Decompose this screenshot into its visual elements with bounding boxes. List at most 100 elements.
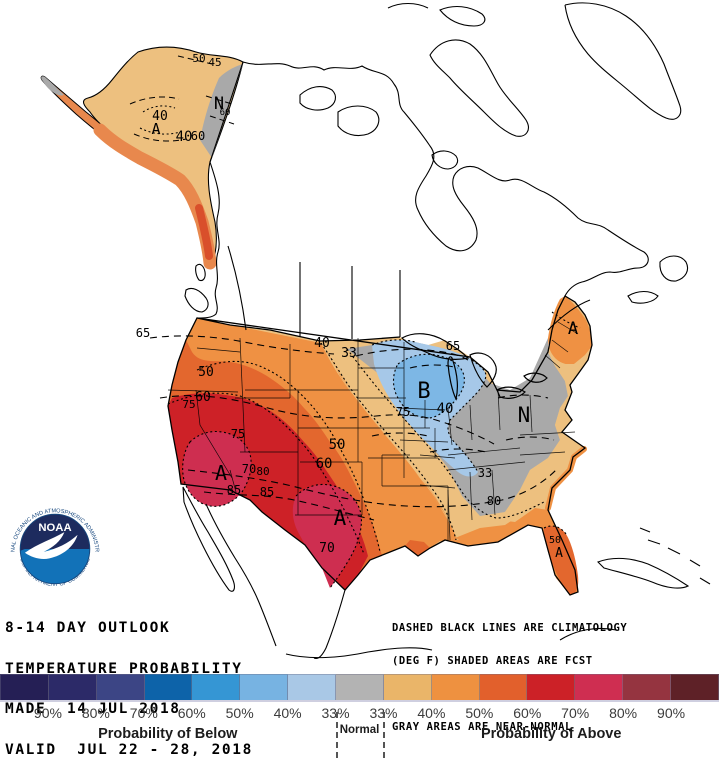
st-lawrence [547, 299, 591, 331]
mexico-east-coast [313, 589, 346, 660]
newfoundland [659, 255, 689, 282]
legend-swatch-0 [0, 674, 49, 700]
legend-swatch-8 [383, 674, 432, 700]
map-label-60-3: 60 [220, 108, 231, 118]
title-line-3: MADE 14 JUL 2018 [5, 701, 181, 717]
map-label-A-5: A [151, 120, 160, 138]
legend-swatch-6 [288, 674, 337, 700]
map-label-A-22: A [334, 506, 347, 530]
logo-noaa-text: NOAA [38, 522, 71, 534]
map-label-85-15: 85 [227, 483, 241, 497]
legend-swatch-7 [336, 674, 384, 700]
map-label-60-7: 60 [191, 129, 205, 143]
island-victoria [337, 105, 380, 137]
map-label-33-19: 33 [341, 346, 357, 361]
map-label-50-9: 50 [198, 365, 214, 380]
map-label-80-30: 80 [487, 494, 501, 508]
map-label-65-24: 65 [446, 339, 460, 353]
map-label-40-4: 40 [152, 109, 168, 124]
alaska-aleutian-gray-tip [41, 76, 64, 96]
map-label-60-10: 60 [195, 390, 211, 405]
legend-swatch-11 [527, 674, 576, 700]
above-caption: Probability of Above [480, 726, 622, 742]
map-label-70-13: 70 [242, 462, 256, 476]
mexico-south-coast [285, 647, 433, 659]
yucatan-hint [559, 627, 617, 641]
legend-tick-above-6: 90% [657, 705, 686, 721]
canada-greenland-outlines [184, 2, 689, 339]
map-label-B-25: B [417, 379, 430, 404]
legend-swatch-5 [240, 674, 289, 700]
cuba [597, 557, 690, 589]
lake-erie [496, 386, 526, 399]
bahamas-islands [639, 527, 711, 585]
legend-tick-above-5: 80% [609, 705, 638, 721]
map-label-75-26: 75 [396, 405, 410, 419]
map-label-A-17: A [215, 461, 227, 485]
legend-tick-below-1: 80% [81, 705, 110, 721]
note-line-4: GRAY AREAS ARE NEAR-NORMAL [392, 721, 572, 733]
map-label-40-27: 40 [437, 401, 454, 417]
map-label-40-18: 40 [314, 336, 330, 351]
legend-swatch-4 [192, 674, 241, 700]
note-line-2: (DEG F) SHADED AREAS ARE FCST [392, 655, 593, 667]
region-florida-50-60 [543, 526, 579, 595]
map-label-45-1: 45 [208, 56, 221, 69]
canada-arctic-coast [242, 61, 649, 297]
legend-tick-below-2: 70% [129, 705, 158, 721]
great-lakes-outlines [401, 333, 548, 401]
legend-tick-below-0: 90% [33, 705, 62, 721]
bc-coast [196, 161, 220, 319]
alaska-gray-wedge [200, 64, 243, 158]
legend-swatch-2 [96, 674, 145, 700]
map-label-N-28: N [518, 403, 531, 427]
conus-outline [167, 295, 593, 596]
probability-legend: 90% 80% 70% 60% 50% 40% 33% 33% 40% 50% 60% 70% 80% 9… [0, 674, 719, 760]
legend-tick-below-5: 40% [273, 705, 302, 721]
legend-tick-above-3: 60% [513, 705, 542, 721]
map-label-80-14: 80 [256, 465, 269, 478]
noaa-logo: NATIONAL OCEANIC AND ATMOSPHERIC ADMINIS… [8, 502, 102, 596]
map-label-50-20: 50 [329, 437, 346, 453]
map-label-33-29: 33 [478, 466, 492, 480]
region-eastcoast-tan [500, 346, 592, 522]
legend-tick-below-3: 60% [177, 705, 206, 721]
region-below-40-50 [393, 354, 465, 418]
baja-california [182, 486, 235, 592]
alaska-red-panhandle [195, 204, 213, 260]
island-baffin [429, 39, 529, 137]
seagull-icon [24, 532, 78, 559]
provincial-border-bc-ab [227, 245, 247, 331]
title-line-1: 8-14 DAY OUTLOOK [5, 620, 171, 636]
lake-huron [469, 352, 497, 388]
haida-gwaii [195, 263, 206, 282]
lake-michigan [447, 356, 458, 401]
map-label-40-6: 40 [176, 129, 193, 145]
legend-tick-above-1: 40% [417, 705, 446, 721]
map-label-75-12: 75 [231, 427, 245, 441]
probability-contours-dotted [167, 311, 581, 589]
legend-swatch-13 [623, 674, 672, 700]
vancouver-island [184, 287, 209, 313]
map-label-50-32: 50 [549, 535, 561, 546]
title-line-2: TEMPERATURE PROBABILITY [5, 660, 243, 677]
island-southampton [431, 150, 459, 170]
normal-left-dashed-line [335, 712, 338, 758]
normal-right-dashed-line [383, 712, 386, 758]
map-label-A-33: A [555, 546, 563, 561]
region-above-70-80-southwest [182, 431, 252, 507]
region-above-70-80-texas [292, 484, 362, 588]
region-new-england-orange [548, 296, 592, 365]
map-label-A-31: A [568, 319, 578, 339]
title-line-4: VALID JUL 22 - 28, 2018 [5, 741, 253, 758]
map-label-N-2: N [214, 94, 224, 114]
map-label-50-0: 50 [192, 52, 205, 65]
legend-swatch-12 [575, 674, 624, 700]
mexico-caribbean-outlines [182, 486, 711, 660]
map-label-85-16: 85 [260, 485, 274, 499]
map-label-65-8: 65 [136, 326, 150, 340]
alaska-region [40, 46, 244, 270]
